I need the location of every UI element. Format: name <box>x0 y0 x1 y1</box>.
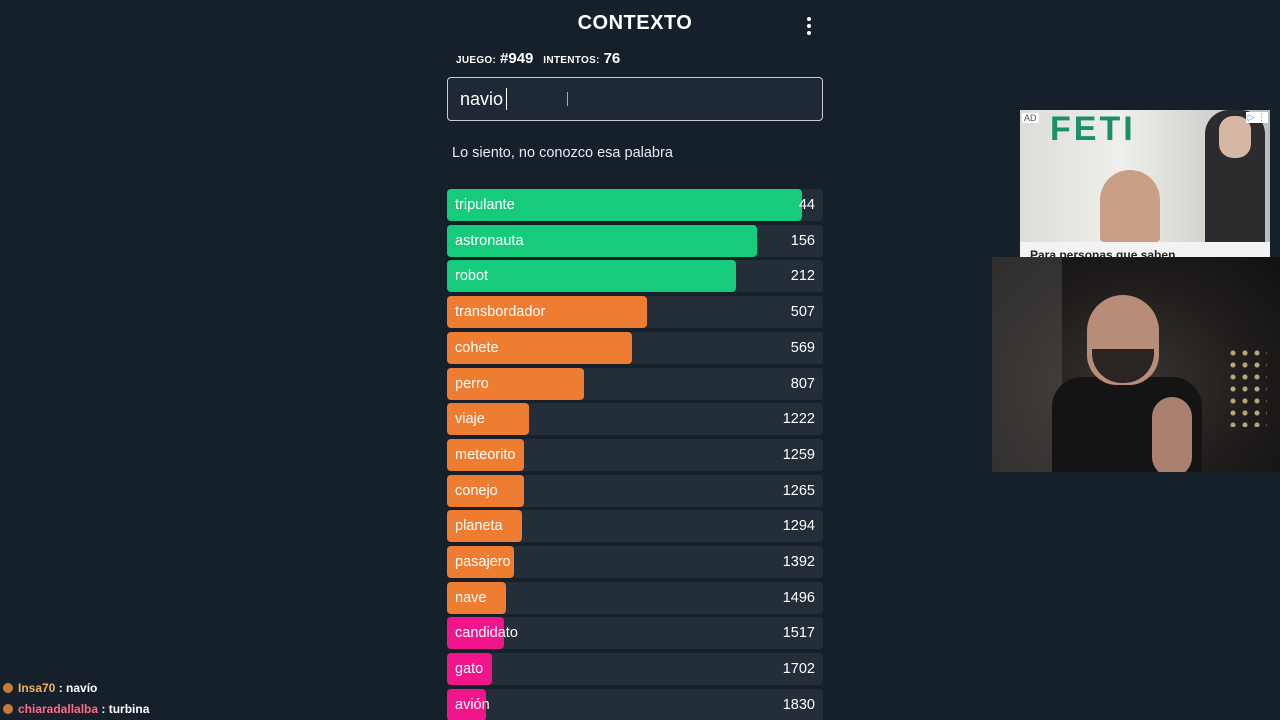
guess-row: astronauta 156 <box>447 225 823 257</box>
guess-word: pasajero <box>455 554 511 570</box>
guess-bar <box>447 439 524 471</box>
guess-bar <box>447 332 632 364</box>
guess-bar <box>447 689 486 720</box>
chat-user: chiaradallalba <box>18 702 99 716</box>
text-caret <box>506 88 507 110</box>
guess-word: meteorito <box>455 447 516 463</box>
guess-rank: 212 <box>790 268 815 284</box>
guess-word: gato <box>455 661 484 677</box>
webcam-overlay <box>992 257 1280 472</box>
guess-rank: 1265 <box>782 483 815 499</box>
ad-image[interactable]: FETI <box>1020 110 1270 242</box>
chat-text: navío <box>66 681 98 695</box>
guess-row: viaje 1222 <box>447 403 823 435</box>
guess-rank: 1830 <box>782 697 815 713</box>
page-title: CONTEXTO <box>577 12 693 34</box>
ad-tag: AD <box>1022 113 1039 123</box>
ad-shirt-logo: FETI <box>1050 110 1136 148</box>
guess-bar <box>447 296 647 328</box>
guess-row: perro 807 <box>447 368 823 400</box>
guess-word: avión <box>455 697 490 713</box>
guess-row: gato 1702 <box>447 653 823 685</box>
guess-row: cohete 569 <box>447 332 823 364</box>
guess-row: conejo 1265 <box>447 475 823 507</box>
guess-bar <box>447 260 736 292</box>
guess-rank: 156 <box>790 233 815 249</box>
guess-bar <box>447 189 802 221</box>
guess-word: conejo <box>455 483 498 499</box>
more-menu-icon[interactable] <box>799 14 819 38</box>
advertisement[interactable]: FETI AD ▷ ⋮ Para personas que saben <box>1020 110 1270 257</box>
guess-bar <box>447 653 492 685</box>
guess-word: perro <box>455 376 489 392</box>
guess-rank: 44 <box>798 197 815 213</box>
guess-rank: 1222 <box>782 411 815 427</box>
guess-word: tripulante <box>455 197 515 213</box>
guess-word: viaje <box>455 411 485 427</box>
guess-rank: 569 <box>790 340 815 356</box>
attempts-count: 76 <box>603 50 621 67</box>
game-stats: JUEGO: #949 INTENTOS: 76 <box>456 50 626 67</box>
guess-word: planeta <box>455 518 503 534</box>
guess-bar <box>447 475 524 507</box>
guess-bar <box>447 582 506 614</box>
chat-badge-icon <box>3 683 13 693</box>
guess-word: cohete <box>455 340 499 356</box>
ad-caption[interactable]: Para personas que saben <box>1030 248 1176 257</box>
guess-rank: 1702 <box>782 661 815 677</box>
guess-row: tripulante 44 <box>447 189 823 221</box>
game-number: #949 <box>500 50 534 67</box>
guess-rank: 1496 <box>782 590 815 606</box>
guess-bar <box>447 510 522 542</box>
guess-rank: 507 <box>790 304 815 320</box>
ibeam-cursor-icon <box>567 92 572 106</box>
guess-word: candidato <box>455 625 518 641</box>
guess-word: transbordador <box>455 304 546 320</box>
chat-badge-icon <box>3 704 13 714</box>
guess-row: nave 1496 <box>447 582 823 614</box>
ad-person-right <box>1205 110 1265 242</box>
guess-row: transbordador 507 <box>447 296 823 328</box>
guess-row: meteorito 1259 <box>447 439 823 471</box>
game-label: JUEGO: <box>456 55 497 66</box>
guess-rank: 1392 <box>782 554 815 570</box>
ad-person-left <box>1100 170 1160 242</box>
guess-row: pasajero 1392 <box>447 546 823 578</box>
guess-word: astronauta <box>455 233 524 249</box>
guess-rank: 1259 <box>782 447 815 463</box>
guess-bar <box>447 368 584 400</box>
guess-row: robot 212 <box>447 260 823 292</box>
error-message: Lo siento, no conozco esa palabra <box>452 145 673 161</box>
guess-row: planeta 1294 <box>447 510 823 542</box>
guess-bar <box>447 617 504 649</box>
guess-rank: 1517 <box>782 625 815 641</box>
guess-word: robot <box>455 268 489 284</box>
guess-input[interactable] <box>460 78 810 120</box>
guess-row: candidato 1517 <box>447 617 823 649</box>
guess-word: nave <box>455 590 487 606</box>
guess-rank: 807 <box>790 376 815 392</box>
chat-user: Insa70 <box>18 681 56 695</box>
guess-input-box[interactable] <box>447 77 823 121</box>
guess-row: avión 1830 <box>447 689 823 720</box>
ad-choices-icon[interactable]: ▷ ⋮ <box>1245 112 1268 123</box>
guess-bar <box>447 403 529 435</box>
attempts-label: INTENTOS: <box>543 55 600 66</box>
chat-text: turbina <box>108 702 150 716</box>
chat-message: chiaradallalba : turbina <box>3 702 149 716</box>
guess-bar <box>447 546 514 578</box>
guess-bar <box>447 225 757 257</box>
chat-message: Insa70 : navío <box>3 681 97 695</box>
guess-rank: 1294 <box>782 518 815 534</box>
